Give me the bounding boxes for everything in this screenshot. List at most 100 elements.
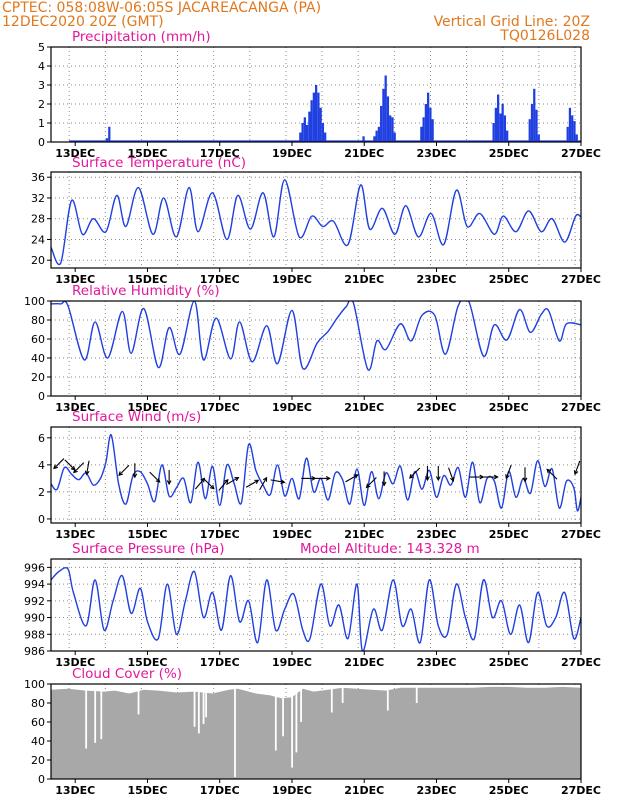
cloud-gap — [415, 684, 418, 703]
wind-arrow-head — [449, 476, 455, 482]
x-tick-label: 23DEC — [416, 528, 456, 541]
cloud-gap — [330, 684, 333, 713]
header-station: CPTEC: 058:08W-06:05S JACAREACANGA (PA) — [2, 0, 321, 16]
precip-bar — [321, 123, 325, 142]
y-tick-label: 6 — [38, 432, 45, 445]
wind-arrow-head — [155, 477, 161, 483]
panel-temperature: Surface Temperature (nC) 20 24 28 32 36 13DEC… — [31, 155, 601, 286]
y-tick-label: 0 — [38, 773, 45, 786]
plot-frame — [50, 683, 582, 780]
precip-bar — [492, 123, 495, 142]
panel-precipitation: Precipitation (mm/h) 0 1 2 3 4 5 13DEC 15DEC 17D… — [38, 29, 601, 160]
wind-arrow — [483, 474, 499, 480]
wind-arrow — [226, 477, 240, 486]
wind-arrow-head — [505, 474, 510, 480]
cloud-gap — [205, 684, 207, 718]
panel-wind: Surface Wind (m/s) 0 2 4 6 13DEC 15DEC 17DEC 19… — [38, 409, 601, 541]
plot-frame — [50, 171, 582, 269]
wind-arrow — [345, 474, 359, 483]
x-tick-label: 15DEC — [127, 273, 167, 286]
x-tick-label: 19DEC — [272, 784, 312, 797]
x-tick-label: 17DEC — [200, 273, 240, 286]
y-tick-label: 988 — [24, 628, 45, 641]
x-tick-label: 23DEC — [416, 784, 456, 797]
x-tick-label: 15DEC — [127, 656, 167, 669]
wind-arrow-head — [73, 468, 78, 474]
x-tick-label: 17DEC — [200, 656, 240, 669]
precip-bar — [386, 96, 390, 142]
x-tick-label: 13DEC — [55, 784, 95, 797]
precip-bar — [566, 126, 569, 142]
precip-bar — [105, 138, 109, 142]
header-model-code: TQ0126L028 — [499, 28, 590, 44]
precip-bar — [108, 126, 111, 142]
wind-arrow-head — [311, 475, 317, 481]
wind-arrow — [203, 478, 215, 490]
precip-bar — [506, 130, 509, 142]
cloud-gap — [295, 684, 298, 753]
x-tick-label: 19DEC — [272, 147, 312, 160]
wind-arrow-head — [435, 476, 441, 482]
series-line — [51, 301, 581, 371]
y-tick-label: 5 — [38, 41, 45, 54]
precip-bar — [497, 94, 500, 142]
series-line — [51, 179, 581, 266]
wind-arrow — [435, 465, 441, 482]
wind-arrow — [259, 476, 268, 491]
wind-arrow-shaft — [73, 462, 85, 473]
x-tick-label: 17DEC — [200, 528, 240, 541]
wind-arrow-shaft — [149, 471, 161, 483]
precip-bar — [312, 92, 316, 142]
cloud-gap — [85, 684, 88, 749]
wind-arrow-shaft — [505, 464, 512, 479]
x-tick-label: 21DEC — [344, 656, 384, 669]
wind-arrow-shaft — [53, 458, 65, 469]
wind-arrow — [194, 477, 206, 490]
cloud-gap — [100, 684, 103, 740]
y-tick-label: 36 — [31, 171, 45, 184]
wind-arrow-shaft — [409, 467, 421, 479]
x-tick-label: 27DEC — [561, 784, 601, 797]
wind-arrow-shaft — [366, 477, 377, 488]
precip-bar — [375, 130, 378, 142]
wind-arrow-shaft — [574, 460, 581, 475]
wind-arrow — [573, 460, 581, 476]
y-tick-label: 994 — [24, 578, 45, 591]
x-tick-label: 25DEC — [489, 528, 529, 541]
panel-cloud-title: Cloud Cover (%) — [72, 666, 182, 682]
plot-frame — [50, 46, 582, 143]
x-tick-label: 21DEC — [344, 528, 384, 541]
header-date: 12DEC2020 20Z (GMT) — [2, 14, 164, 30]
precip-bar — [427, 92, 430, 142]
y-tick-label: 60 — [31, 333, 45, 346]
y-tick-label: 100 — [24, 295, 45, 308]
y-tick-label: 80 — [31, 697, 45, 710]
wind-arrow-shaft — [118, 464, 130, 476]
precip-bar — [501, 104, 504, 142]
wind-arrow-shaft — [203, 478, 215, 490]
precip-bar — [315, 85, 318, 142]
wind-arrow — [448, 467, 455, 482]
wind-arrow-head — [573, 470, 579, 476]
cloud-gap — [94, 684, 97, 743]
precip-bar — [384, 75, 387, 142]
wind-arrow — [546, 468, 558, 480]
cloud-gap — [282, 684, 284, 737]
wind-arrow-head — [381, 481, 387, 487]
precip-bar — [575, 134, 578, 142]
y-tick-label: 986 — [24, 645, 45, 658]
y-tick-label: 80 — [31, 314, 45, 327]
x-tick-label: 25DEC — [489, 401, 529, 414]
cloud-gap — [193, 684, 196, 727]
precip-bar — [503, 115, 507, 142]
precip-bar — [305, 124, 309, 142]
series-line — [51, 567, 581, 651]
wind-arrow-shaft — [86, 460, 90, 475]
x-tick-label: 27DEC — [561, 273, 601, 286]
precip-bar — [424, 104, 428, 142]
x-tick-label: 15DEC — [127, 147, 167, 160]
precip-bar — [429, 107, 432, 142]
precip-bar — [299, 132, 302, 142]
x-tick-label: 15DEC — [127, 401, 167, 414]
cloud-gap — [137, 684, 140, 715]
